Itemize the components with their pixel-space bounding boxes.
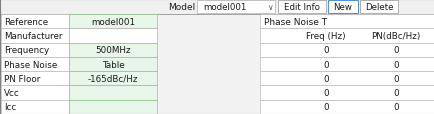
Text: model001: model001 — [203, 3, 246, 12]
Bar — [69, 57, 157, 71]
Bar — [359, 1, 397, 14]
Text: Delete: Delete — [364, 3, 392, 12]
Text: 0: 0 — [392, 88, 398, 97]
Bar — [260, 43, 433, 57]
Text: 0: 0 — [392, 46, 398, 55]
Bar — [260, 100, 433, 114]
Bar — [69, 15, 157, 29]
Text: Edit Info: Edit Info — [283, 3, 319, 12]
Text: 0: 0 — [392, 74, 398, 83]
Bar — [1, 43, 69, 57]
Bar — [327, 1, 357, 14]
Text: Table: Table — [102, 60, 124, 69]
Text: Freq (Hz): Freq (Hz) — [306, 32, 345, 41]
Bar — [260, 29, 433, 43]
Text: 0: 0 — [392, 60, 398, 69]
Text: Manufacturer: Manufacturer — [4, 32, 62, 41]
Bar — [1, 29, 69, 43]
Text: 0: 0 — [392, 102, 398, 111]
Bar — [69, 29, 157, 43]
Text: 0: 0 — [322, 88, 328, 97]
Text: PN Floor: PN Floor — [4, 74, 40, 83]
Text: model001: model001 — [91, 17, 135, 26]
Text: Vcc: Vcc — [4, 88, 20, 97]
Text: Model: Model — [168, 3, 194, 12]
Bar — [260, 15, 433, 29]
Bar — [1, 86, 69, 100]
Bar — [1, 15, 69, 29]
Bar — [1, 71, 69, 86]
Text: New: New — [333, 3, 352, 12]
Text: 0: 0 — [322, 46, 328, 55]
Text: 500MHz: 500MHz — [95, 46, 131, 55]
Bar — [260, 86, 433, 100]
Text: -165dBc/Hz: -165dBc/Hz — [88, 74, 138, 83]
Text: 0: 0 — [322, 102, 328, 111]
Bar — [277, 1, 325, 14]
Bar — [69, 86, 157, 100]
Bar — [0, 0, 434, 15]
Bar — [1, 57, 69, 71]
Bar — [69, 71, 157, 86]
Text: ∨: ∨ — [266, 3, 272, 12]
Text: 0: 0 — [322, 74, 328, 83]
Bar — [260, 57, 433, 71]
Bar — [1, 100, 69, 114]
Text: Phase Noise: Phase Noise — [4, 60, 57, 69]
Bar — [69, 100, 157, 114]
Bar — [197, 1, 274, 14]
Text: Frequency: Frequency — [4, 46, 49, 55]
Text: Phase Noise T: Phase Noise T — [263, 17, 326, 26]
Bar — [69, 43, 157, 57]
Text: PN(dBc/Hz): PN(dBc/Hz) — [370, 32, 419, 41]
Text: Reference: Reference — [4, 17, 48, 26]
Bar — [260, 71, 433, 86]
Text: 0: 0 — [322, 60, 328, 69]
Text: Icc: Icc — [4, 102, 16, 111]
